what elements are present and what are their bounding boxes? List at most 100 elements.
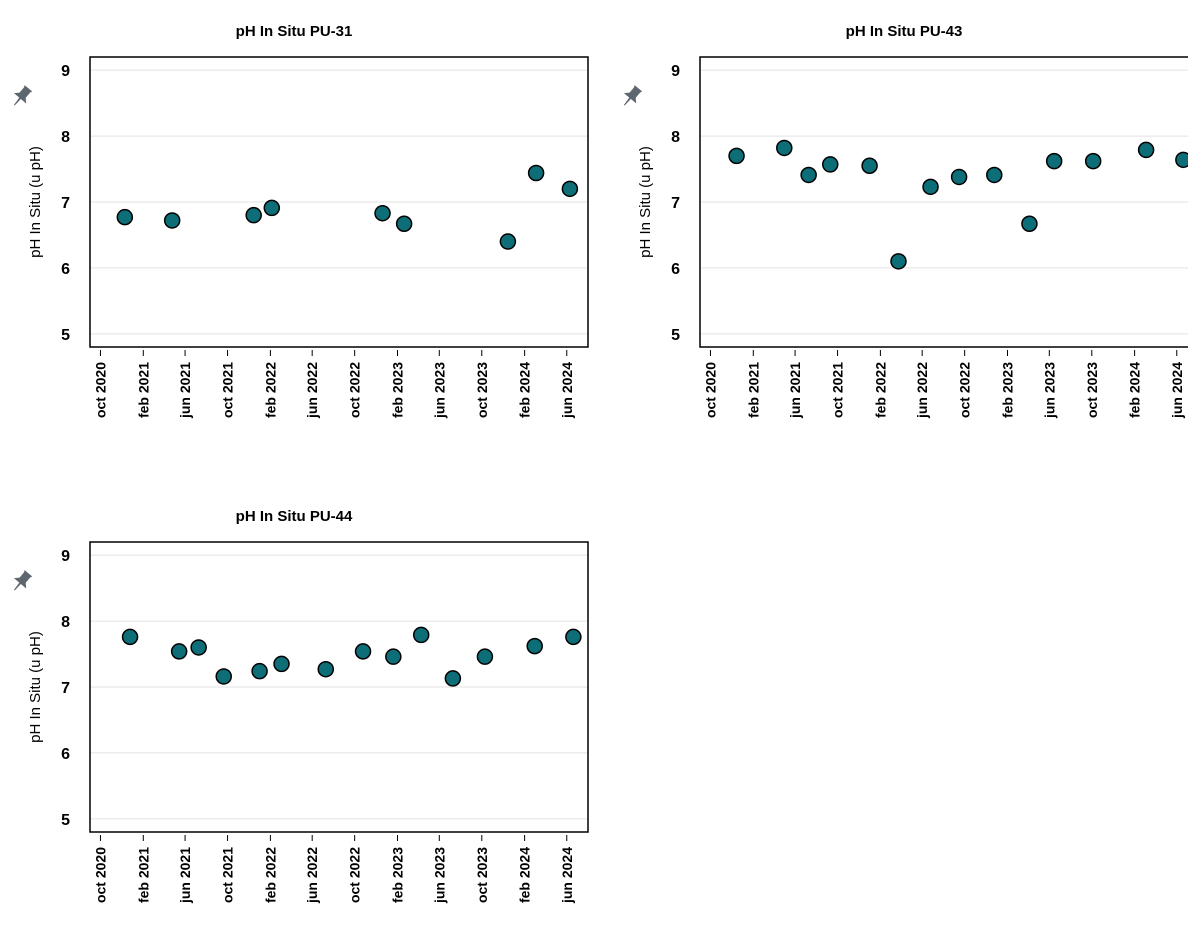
pin-icon[interactable] <box>8 568 34 595</box>
data-point[interactable] <box>526 637 543 655</box>
data-point[interactable] <box>374 204 391 222</box>
data-point[interactable] <box>354 643 372 660</box>
data-point[interactable] <box>190 639 207 656</box>
x-tick-label: feb 2024 <box>517 362 533 418</box>
data-point[interactable] <box>527 164 545 182</box>
data-point[interactable] <box>251 662 268 680</box>
data-point[interactable] <box>444 670 462 687</box>
pin-icon[interactable] <box>8 83 34 110</box>
x-tick-label: jun 2023 <box>1041 362 1057 419</box>
data-point[interactable] <box>776 139 793 157</box>
data-point[interactable] <box>163 212 181 229</box>
data-point[interactable] <box>950 168 968 186</box>
x-tick-label: feb 2024 <box>517 847 533 903</box>
x-tick-label: feb 2022 <box>872 362 888 418</box>
chart-panel-pu-31: pH In Situ PU-31 pH In Situ (u pH) 9 8 7 6 5 oc… <box>0 0 590 460</box>
pin-icon[interactable] <box>618 83 644 110</box>
data-point[interactable] <box>385 648 402 665</box>
x-tick-label: feb 2021 <box>745 362 761 418</box>
data-point[interactable] <box>1021 215 1038 232</box>
x-tick-label: jun 2024 <box>559 362 575 419</box>
data-point[interactable] <box>561 180 579 198</box>
data-point[interactable] <box>121 628 139 646</box>
y-tick-label: 6 <box>671 261 680 278</box>
x-tick-label: jun 2021 <box>177 362 193 419</box>
y-tick-label: 8 <box>61 129 70 146</box>
x-tick-label: oct 2021 <box>830 362 846 418</box>
data-point[interactable] <box>565 628 582 646</box>
x-tick-label: jun 2024 <box>1169 362 1185 419</box>
x-tick-label: oct 2021 <box>220 847 236 903</box>
x-tick-label: oct 2022 <box>347 847 363 903</box>
x-tick-label: oct 2020 <box>92 847 108 903</box>
y-tick-label: 5 <box>61 812 70 829</box>
x-tick-label: jun 2024 <box>559 847 575 904</box>
chart-panel-pu-44: pH In Situ PU-44 pH In Situ (u pH) 9 8 7 6 5 oc… <box>0 485 590 945</box>
data-point[interactable] <box>263 199 281 217</box>
x-tick-label: oct 2023 <box>474 847 490 903</box>
y-tick-label: 8 <box>61 614 70 631</box>
data-point[interactable] <box>890 253 907 270</box>
x-tick-label: jun 2023 <box>431 847 447 904</box>
y-tick-label: 5 <box>61 327 70 344</box>
data-point[interactable] <box>245 206 262 224</box>
chart-svg: pH In Situ PU-31 pH In Situ (u pH) 9 8 7 6 5 oc… <box>8 23 589 419</box>
data-point[interactable] <box>728 147 745 165</box>
data-point[interactable] <box>170 643 188 660</box>
data-point[interactable] <box>1137 141 1155 159</box>
x-tick-label: oct 2022 <box>957 362 973 418</box>
data-point[interactable] <box>116 208 134 226</box>
data-point[interactable] <box>499 233 517 250</box>
chart-title: pH In Situ PU-44 <box>236 508 353 525</box>
x-tick-label: feb 2023 <box>390 362 406 418</box>
x-tick-label: feb 2024 <box>1127 362 1143 418</box>
x-tick-label: oct 2021 <box>220 362 236 418</box>
x-tick-label: feb 2023 <box>390 847 406 903</box>
x-tick-label: jun 2022 <box>304 362 320 419</box>
x-tick-label: oct 2023 <box>474 362 490 418</box>
y-axis-label: pH In Situ (u pH) <box>27 631 44 743</box>
chart-svg: pH In Situ PU-44 pH In Situ (u pH) 9 8 7 6 5 oc… <box>8 508 589 904</box>
data-point[interactable] <box>922 178 939 196</box>
data-point[interactable] <box>1084 152 1102 170</box>
data-point[interactable] <box>1045 152 1063 170</box>
x-tick-label: feb 2023 <box>1000 362 1016 418</box>
y-tick-label: 9 <box>671 63 680 80</box>
data-point[interactable] <box>317 660 335 678</box>
chart-panel-pu-43: pH In Situ PU-43 pH In Situ (u pH) 9 8 7 6 5 oc… <box>610 0 1188 460</box>
y-tick-label: 7 <box>671 195 680 212</box>
x-tick-label: feb 2022 <box>262 362 278 418</box>
data-point[interactable] <box>273 655 290 673</box>
y-tick-label: 9 <box>61 63 70 80</box>
data-point[interactable] <box>821 156 839 173</box>
y-tick-label: 7 <box>61 680 70 697</box>
y-axis-label: pH In Situ (u pH) <box>27 146 44 258</box>
data-point[interactable] <box>861 157 878 174</box>
data-point[interactable] <box>412 626 430 644</box>
x-tick-label: jun 2021 <box>177 847 193 904</box>
x-tick-label: jun 2022 <box>304 847 320 904</box>
x-tick-label: oct 2022 <box>347 362 363 418</box>
y-tick-label: 6 <box>61 261 70 278</box>
x-tick-label: oct 2020 <box>92 362 108 418</box>
y-tick-label: 8 <box>671 129 680 146</box>
plot-area <box>89 56 589 348</box>
plot-area <box>89 541 589 833</box>
data-point[interactable] <box>215 668 232 685</box>
chart-title: pH In Situ PU-43 <box>846 23 963 40</box>
chart-title: pH In Situ PU-31 <box>236 23 353 40</box>
chart-svg: pH In Situ PU-43 pH In Situ (u pH) 9 8 7 6 5 oc… <box>618 23 1188 419</box>
x-tick-label: feb 2021 <box>135 847 151 903</box>
data-point[interactable] <box>476 648 494 665</box>
data-point[interactable] <box>800 166 817 184</box>
plot-area <box>699 56 1188 348</box>
x-tick-label: jun 2023 <box>431 362 447 419</box>
x-tick-label: jun 2022 <box>914 362 930 419</box>
x-tick-label: oct 2020 <box>702 362 718 418</box>
data-point[interactable] <box>1175 151 1188 169</box>
y-axis-label: pH In Situ (u pH) <box>637 146 654 258</box>
data-point[interactable] <box>395 215 413 232</box>
data-point[interactable] <box>986 166 1003 184</box>
x-tick-label: feb 2022 <box>262 847 278 903</box>
